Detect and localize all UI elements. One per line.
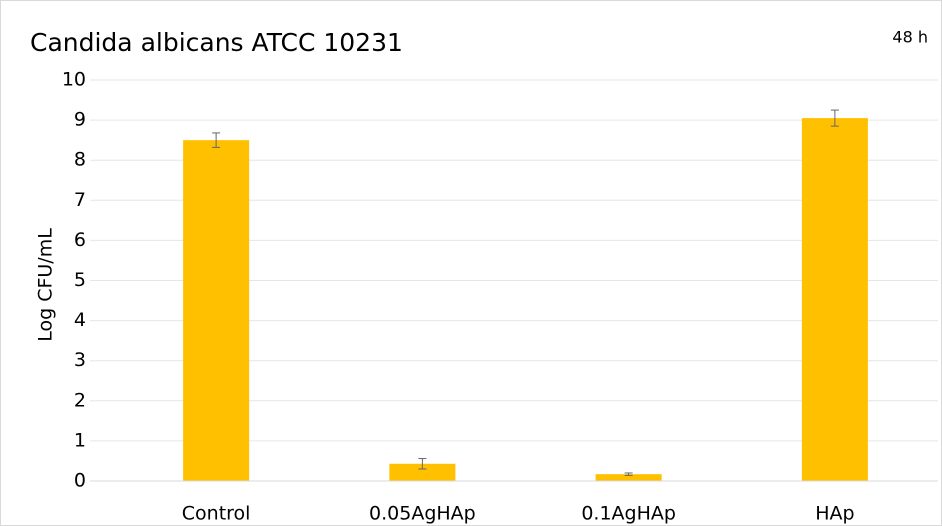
- y-tick-label: 3: [74, 349, 86, 371]
- y-tick-label: 7: [74, 189, 86, 211]
- error-bar: [418, 458, 427, 470]
- x-tick-label: Control: [182, 503, 251, 525]
- bar: [801, 118, 868, 481]
- x-tick-label: 0.1AgHAp: [581, 503, 676, 525]
- bar: [183, 140, 250, 481]
- y-tick-label: 10: [62, 69, 86, 91]
- error-bar: [830, 109, 839, 127]
- y-tick-label: 6: [74, 229, 86, 251]
- chart-title: Candida albicans ATCC 10231: [30, 28, 403, 57]
- y-tick-label: 2: [74, 389, 86, 411]
- bar: [389, 463, 456, 481]
- y-tick-label: 8: [74, 149, 86, 171]
- annotation: 48 h: [892, 28, 928, 47]
- error-bar: [212, 132, 221, 148]
- y-tick-label: 9: [74, 109, 86, 131]
- y-tick-label: 0: [74, 470, 86, 492]
- x-tick-label: HAp: [815, 503, 854, 525]
- error-bar: [624, 472, 633, 476]
- bar: [595, 474, 662, 481]
- x-tick-label: 0.05AgHAp: [369, 503, 476, 525]
- y-axis-label: Log CFU/mL: [35, 228, 57, 342]
- y-tick-label: 4: [74, 309, 86, 331]
- y-tick-label: 5: [74, 269, 86, 291]
- y-tick-label: 1: [74, 429, 86, 451]
